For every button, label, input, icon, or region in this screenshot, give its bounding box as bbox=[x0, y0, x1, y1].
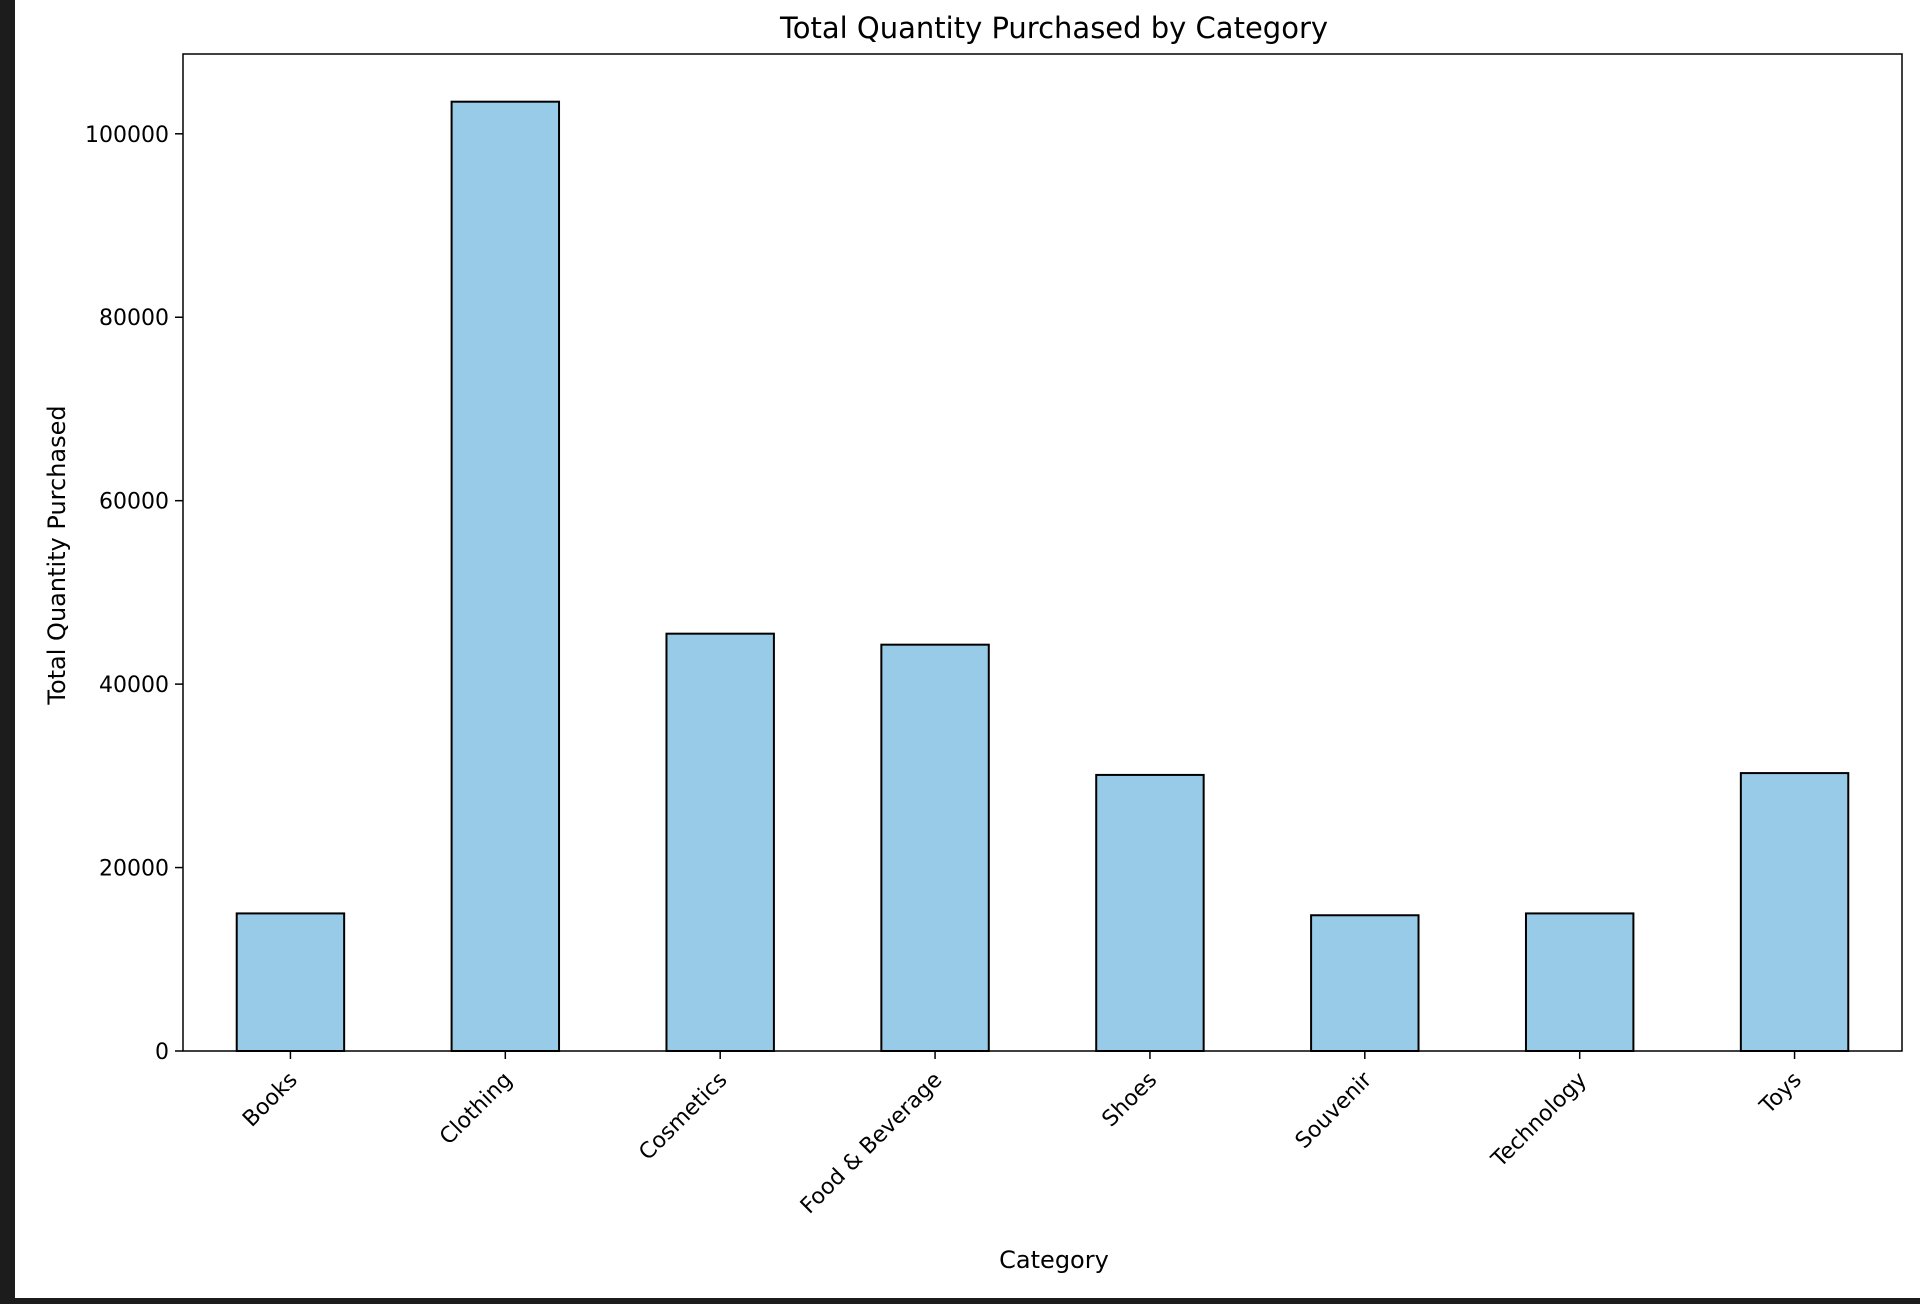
bar-technology bbox=[1524, 912, 1635, 1052]
bars bbox=[235, 100, 1850, 1053]
x-tick-label: Technology bbox=[1486, 1068, 1592, 1174]
x-tick-label: Food & Beverage bbox=[796, 1068, 947, 1219]
bar-souvenir bbox=[1310, 914, 1420, 1052]
y-tick-label: 0 bbox=[155, 1040, 169, 1065]
y-tick-label: 40000 bbox=[99, 673, 169, 698]
x-tick-label: Toys bbox=[1755, 1068, 1807, 1120]
x-axis-ticks: Books Clothing Cosmetics Food & Beverage Sho… bbox=[238, 1051, 1807, 1219]
bar-clothing bbox=[450, 100, 561, 1052]
y-axis-ticks: 0 20000 40000 60000 80000 100000 bbox=[85, 123, 183, 1065]
x-tick-label: Clothing bbox=[435, 1068, 517, 1150]
x-tick-label: Shoes bbox=[1098, 1068, 1163, 1133]
bar-toys bbox=[1739, 772, 1850, 1052]
plot-area-frame bbox=[182, 53, 1903, 1052]
chart-canvas: Total Quantity Purchased by Category Cat… bbox=[15, 0, 1920, 1298]
x-tick-label: Cosmetics bbox=[634, 1068, 732, 1166]
x-axis-label: Category bbox=[999, 1246, 1109, 1274]
bar-food-beverage bbox=[880, 643, 990, 1053]
bar-books bbox=[235, 912, 346, 1052]
y-tick-label: 80000 bbox=[99, 306, 169, 331]
chart-title: Total Quantity Purchased by Category bbox=[779, 11, 1328, 45]
x-tick-label: Souvenir bbox=[1291, 1067, 1378, 1154]
y-tick-label: 20000 bbox=[99, 857, 169, 882]
y-tick-label: 60000 bbox=[99, 490, 169, 515]
bar-cosmetics bbox=[665, 632, 775, 1052]
bar-chart: Total Quantity Purchased by Category Cat… bbox=[43, 11, 1903, 1274]
y-tick-label: 100000 bbox=[85, 123, 169, 148]
bar-shoes bbox=[1095, 773, 1205, 1052]
x-tick-label: Books bbox=[238, 1068, 303, 1133]
y-axis-label: Total Quantity Purchased bbox=[43, 405, 71, 705]
